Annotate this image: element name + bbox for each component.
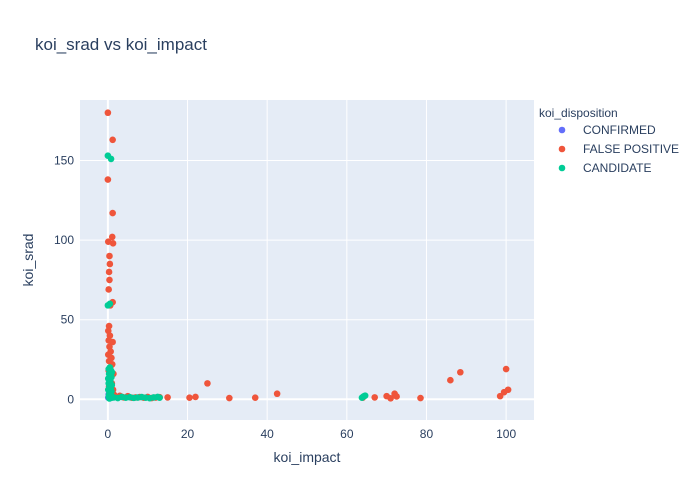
- false-positive-point[interactable]: [106, 276, 113, 284]
- false-positive-point[interactable]: [371, 394, 379, 401]
- plot-area[interactable]: [80, 100, 534, 420]
- false-positive-point[interactable]: [109, 136, 116, 144]
- legend-label-false-positive: FALSE POSITIVE: [583, 142, 679, 156]
- false-positive-point[interactable]: [106, 252, 113, 260]
- candidate-point[interactable]: [361, 392, 369, 399]
- false-positive-point[interactable]: [109, 209, 116, 217]
- x-tick-label: 100: [496, 427, 516, 441]
- false-positive-point[interactable]: [186, 394, 193, 402]
- false-positive-point[interactable]: [447, 376, 454, 384]
- y-tick-label: 50: [61, 313, 75, 327]
- tick-labels: 0 20 40 60 80 100 0 50 100 150: [54, 153, 516, 441]
- false-positive-point[interactable]: [204, 380, 211, 387]
- false-positive-point[interactable]: [104, 238, 112, 245]
- data-points: [104, 109, 512, 402]
- candidate-point[interactable]: [104, 302, 112, 309]
- legend-marker-false-positive: [558, 145, 566, 153]
- legend-marker-confirmed: [558, 126, 566, 134]
- false-positive-point[interactable]: [104, 176, 112, 183]
- legend-marker-candidate: [558, 164, 566, 172]
- false-positive-point[interactable]: [192, 393, 199, 401]
- x-tick-label: 60: [340, 427, 354, 441]
- false-positive-point[interactable]: [417, 394, 424, 402]
- false-positive-point[interactable]: [502, 365, 510, 373]
- candidate-point[interactable]: [156, 394, 163, 402]
- candidate-point[interactable]: [107, 155, 115, 163]
- y-axis-title: koi_srad: [20, 234, 36, 287]
- false-positive-point[interactable]: [105, 268, 113, 276]
- y-tick-label: 0: [67, 392, 74, 406]
- candidate-point[interactable]: [105, 365, 112, 373]
- false-positive-point[interactable]: [387, 395, 394, 402]
- x-tick-label: 80: [420, 427, 434, 441]
- false-positive-point[interactable]: [108, 233, 116, 241]
- false-positive-point[interactable]: [164, 394, 171, 401]
- legend-title: koi_disposition: [539, 106, 618, 120]
- false-positive-point[interactable]: [393, 393, 400, 400]
- x-axis-title: koi_impact: [274, 449, 341, 465]
- legend-label-confirmed: CONFIRMED: [583, 123, 656, 137]
- y-tick-label: 100: [54, 233, 74, 247]
- false-positive-point[interactable]: [106, 260, 114, 268]
- y-tick-label: 150: [54, 153, 74, 167]
- false-positive-point[interactable]: [104, 109, 112, 117]
- false-positive-point[interactable]: [109, 338, 116, 346]
- candidate-point[interactable]: [106, 378, 114, 386]
- false-positive-point[interactable]: [273, 390, 281, 398]
- false-positive-point[interactable]: [226, 394, 233, 402]
- chart-title: koi_srad vs koi_impact: [35, 35, 207, 54]
- false-positive-point[interactable]: [504, 386, 512, 394]
- legend: CONFIRMED FALSE POSITIVE CANDIDATE: [558, 123, 679, 175]
- false-positive-point[interactable]: [457, 368, 464, 376]
- x-tick-label: 20: [181, 427, 195, 441]
- legend-label-candidate: CANDIDATE: [583, 161, 651, 175]
- false-positive-point[interactable]: [105, 286, 112, 293]
- false-positive-point[interactable]: [251, 394, 259, 402]
- x-tick-label: 0: [105, 427, 112, 441]
- x-tick-label: 40: [260, 427, 274, 441]
